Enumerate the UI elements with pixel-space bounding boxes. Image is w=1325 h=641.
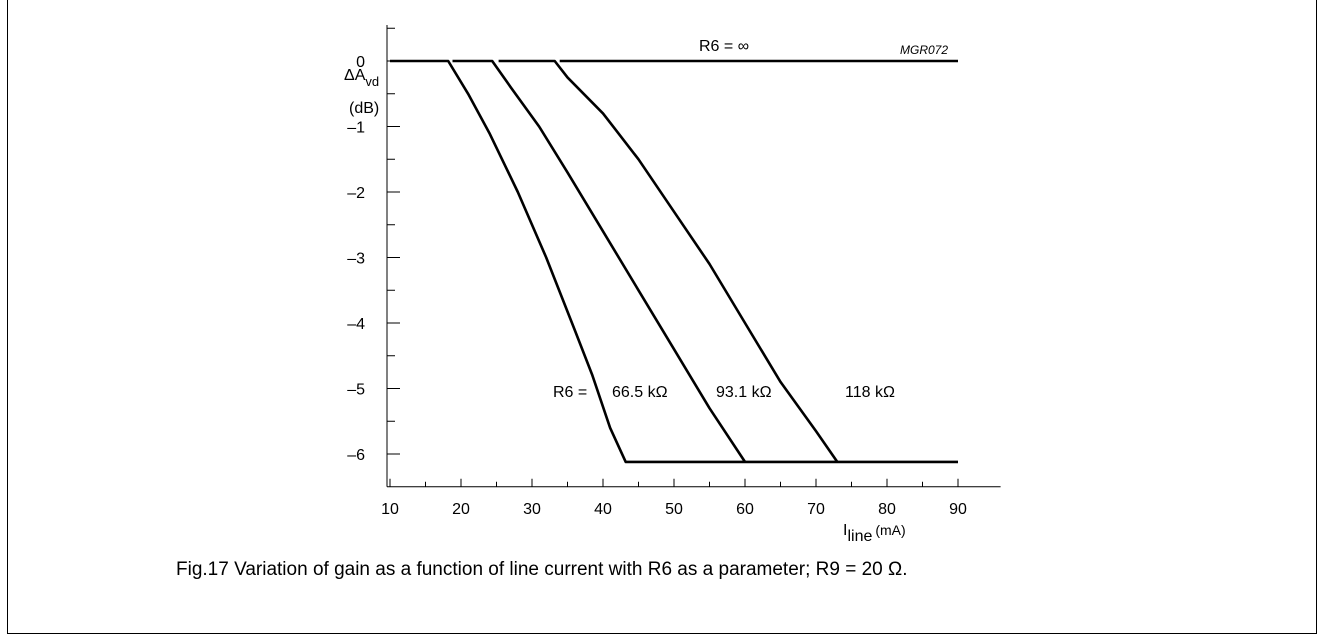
x-tick-label: 50 — [665, 501, 683, 518]
series-line-3 — [452, 59, 747, 463]
curves — [390, 59, 958, 464]
x-tick-label: 90 — [949, 501, 967, 518]
series-label-infinity: R6 = ∞ — [699, 38, 749, 55]
series-line-2 — [390, 59, 958, 464]
series-label-93k1: 93.1 kΩ — [716, 384, 772, 401]
x-tick-label: 20 — [452, 501, 470, 518]
labels: ΔAvd (dB) Iline (mA) MGR072 R6 = ∞ R6 = 6… — [344, 38, 948, 545]
x-tick-label: 70 — [807, 501, 825, 518]
x-tick-label: 30 — [523, 501, 541, 518]
y-tick-label: –2 — [347, 185, 365, 202]
figure-caption: Fig.17 Variation of gain as a function o… — [176, 559, 908, 580]
figure-frame — [7, 0, 1317, 634]
x-tick-label: 80 — [878, 501, 896, 518]
x-tick-label: 10 — [381, 501, 399, 518]
x-tick-label: 60 — [736, 501, 754, 518]
line-chart: 10 20 30 40 50 60 70 80 90 0 –1 –2 –3 –4 –5 –6 ΔAvd (dB… — [344, 24, 1001, 545]
series-line-4 — [498, 59, 839, 463]
ticks: 10 20 30 40 50 60 70 80 90 0 –1 –2 –3 –4 –5 –6 — [347, 27, 967, 518]
y-tick-label: –3 — [347, 251, 365, 268]
y-tick-label: 0 — [356, 54, 365, 71]
series-label-118k: 118 kΩ — [845, 384, 895, 401]
y-axis-label: ΔAvd — [344, 67, 379, 89]
y-tick-label: –4 — [347, 316, 365, 333]
y-tick-label: –6 — [347, 447, 365, 464]
x-axis-label: Iline (mA) — [843, 522, 906, 545]
series-label-66k5: 66.5 kΩ — [612, 384, 668, 401]
y-axis-unit: (dB) — [349, 100, 379, 117]
x-tick-label: 40 — [594, 501, 612, 518]
y-tick-label: –5 — [347, 382, 365, 399]
series-prefix: R6 = — [553, 384, 587, 401]
figure-code: MGR072 — [900, 43, 948, 57]
axes — [386, 24, 1001, 488]
y-tick-label: –1 — [347, 120, 365, 137]
